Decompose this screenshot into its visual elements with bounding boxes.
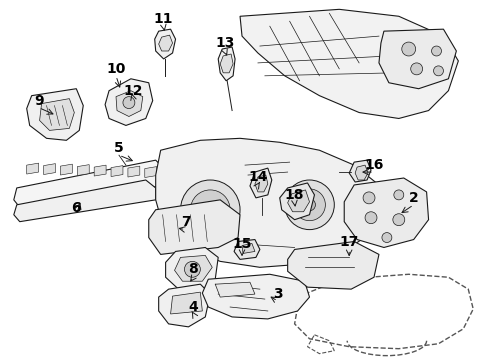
Circle shape xyxy=(285,180,334,230)
Polygon shape xyxy=(26,89,83,140)
Polygon shape xyxy=(171,292,202,314)
Polygon shape xyxy=(111,166,123,176)
Circle shape xyxy=(434,66,443,76)
Polygon shape xyxy=(288,242,379,289)
Polygon shape xyxy=(349,160,371,182)
Circle shape xyxy=(180,180,240,239)
Circle shape xyxy=(294,189,325,221)
Polygon shape xyxy=(355,165,368,180)
Circle shape xyxy=(382,233,392,243)
Polygon shape xyxy=(234,239,260,260)
Text: 10: 10 xyxy=(106,62,126,76)
Text: 9: 9 xyxy=(34,94,44,108)
Polygon shape xyxy=(215,282,255,297)
Polygon shape xyxy=(105,79,153,125)
Polygon shape xyxy=(379,29,456,89)
Polygon shape xyxy=(60,164,73,175)
Text: 17: 17 xyxy=(340,234,359,248)
Circle shape xyxy=(394,190,404,200)
Circle shape xyxy=(202,202,218,218)
Text: 11: 11 xyxy=(154,12,173,26)
Text: 3: 3 xyxy=(273,287,283,301)
Circle shape xyxy=(393,214,405,226)
Circle shape xyxy=(365,212,377,224)
Polygon shape xyxy=(288,190,310,212)
Polygon shape xyxy=(94,165,106,176)
Text: 12: 12 xyxy=(123,84,143,98)
Polygon shape xyxy=(40,99,74,130)
Text: 18: 18 xyxy=(285,188,304,202)
Polygon shape xyxy=(145,167,157,177)
Text: 8: 8 xyxy=(189,262,198,276)
Polygon shape xyxy=(280,183,315,220)
Polygon shape xyxy=(218,47,235,81)
Text: 6: 6 xyxy=(72,201,81,215)
Polygon shape xyxy=(156,138,384,267)
Circle shape xyxy=(123,96,135,109)
Polygon shape xyxy=(116,91,143,117)
Polygon shape xyxy=(220,54,233,73)
Polygon shape xyxy=(202,274,310,319)
Polygon shape xyxy=(149,200,240,255)
Text: 5: 5 xyxy=(114,141,124,155)
Circle shape xyxy=(432,46,441,56)
Polygon shape xyxy=(14,160,166,210)
Polygon shape xyxy=(240,9,458,118)
Text: 14: 14 xyxy=(248,170,268,184)
Text: 16: 16 xyxy=(364,158,384,172)
Circle shape xyxy=(191,190,230,230)
Polygon shape xyxy=(128,166,140,177)
Text: 7: 7 xyxy=(181,215,190,229)
Polygon shape xyxy=(242,243,255,253)
Polygon shape xyxy=(44,164,55,175)
Polygon shape xyxy=(155,29,175,59)
Polygon shape xyxy=(250,168,272,198)
Polygon shape xyxy=(174,255,212,281)
Polygon shape xyxy=(77,165,89,176)
Text: 2: 2 xyxy=(409,191,418,205)
Polygon shape xyxy=(159,35,172,51)
Polygon shape xyxy=(159,284,210,327)
Circle shape xyxy=(363,192,375,204)
Circle shape xyxy=(411,63,422,75)
Polygon shape xyxy=(255,175,268,192)
Polygon shape xyxy=(26,163,39,174)
Circle shape xyxy=(402,42,416,56)
Text: 15: 15 xyxy=(232,238,252,252)
Text: 4: 4 xyxy=(189,300,198,314)
Circle shape xyxy=(184,261,200,277)
Polygon shape xyxy=(14,180,156,222)
Polygon shape xyxy=(344,178,429,247)
Polygon shape xyxy=(166,247,218,291)
Circle shape xyxy=(303,199,316,211)
Text: 13: 13 xyxy=(216,36,235,50)
